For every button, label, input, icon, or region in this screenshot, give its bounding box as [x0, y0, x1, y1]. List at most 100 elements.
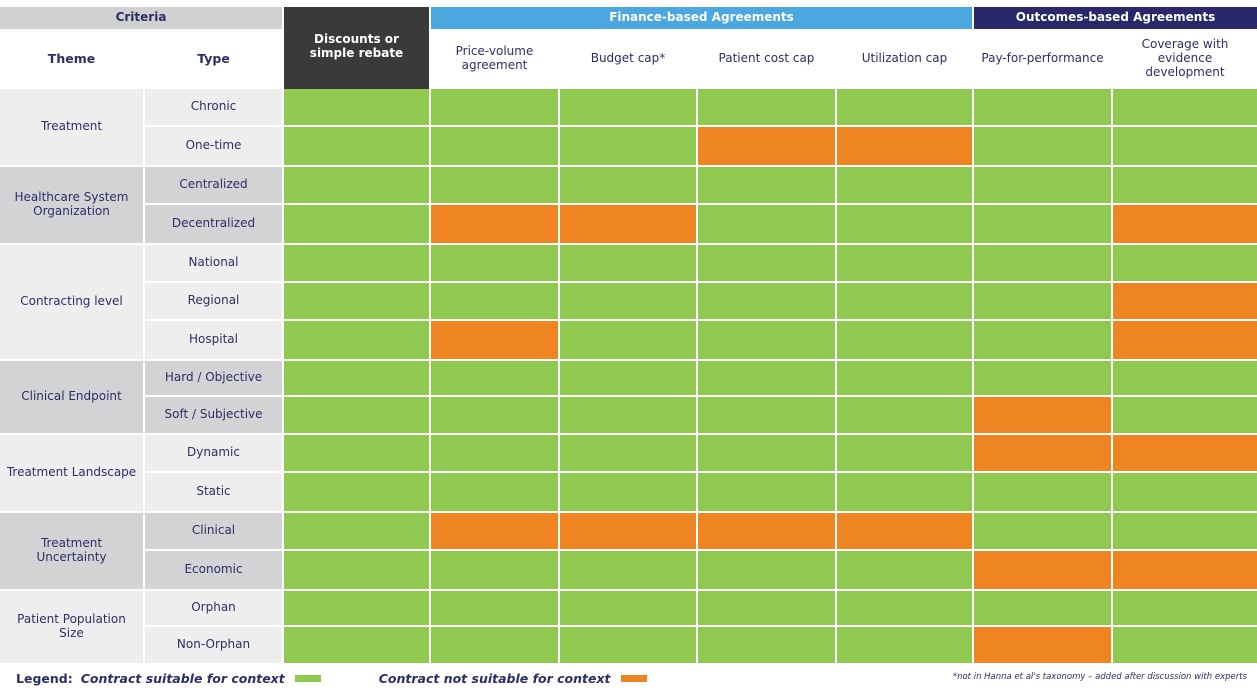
cell-suitable-r7-c2: [560, 361, 696, 395]
cell-suitable-r11-c6: [1113, 513, 1257, 549]
cell-suitable-r0-c1: [431, 89, 558, 125]
type-centralized: Centralized: [145, 167, 282, 203]
cell-not-suitable-r12-c5: [974, 551, 1111, 589]
cell-suitable-r0-c0: [284, 89, 429, 125]
type-static: Static: [145, 473, 282, 511]
cell-suitable-r2-c2: [560, 167, 696, 203]
cell-suitable-r4-c0: [284, 245, 429, 281]
legend: Legend: Contract suitable for context Co…: [16, 668, 647, 688]
cell-suitable-r0-c5: [974, 89, 1111, 125]
cell-suitable-r11-c5: [974, 513, 1111, 549]
cell-suitable-r5-c1: [431, 283, 558, 319]
type-decentralized: Decentralized: [145, 205, 282, 243]
type-hard-objective: Hard / Objective: [145, 361, 282, 395]
cell-suitable-r3-c4: [837, 205, 972, 243]
cell-suitable-r8-c3: [698, 397, 835, 433]
theme-treatment: Treatment: [0, 89, 143, 165]
cell-suitable-r14-c0: [284, 627, 429, 663]
theme-clinical-endpoint: Clinical Endpoint: [0, 361, 143, 433]
legend-suitable-swatch: [294, 674, 321, 682]
cell-suitable-r4-c3: [698, 245, 835, 281]
cell-not-suitable-r14-c5: [974, 627, 1111, 663]
cell-not-suitable-r9-c5: [974, 435, 1111, 471]
cell-suitable-r4-c6: [1113, 245, 1257, 281]
cell-suitable-r5-c2: [560, 283, 696, 319]
cell-suitable-r7-c5: [974, 361, 1111, 395]
cell-suitable-r9-c1: [431, 435, 558, 471]
cell-suitable-r9-c3: [698, 435, 835, 471]
cell-not-suitable-r11-c2: [560, 513, 696, 549]
type-clinical: Clinical: [145, 513, 282, 549]
cell-suitable-r5-c4: [837, 283, 972, 319]
cell-suitable-r9-c0: [284, 435, 429, 471]
cell-suitable-r1-c5: [974, 127, 1111, 165]
theme-treatment-uncertainty: Treatment Uncertainty: [0, 513, 143, 589]
cell-suitable-r7-c3: [698, 361, 835, 395]
column-header-utilization-cap: Utilization cap: [837, 29, 972, 89]
cell-suitable-r13-c3: [698, 591, 835, 625]
type-national: National: [145, 245, 282, 281]
cell-suitable-r8-c2: [560, 397, 696, 433]
column-header-discounts: Discounts or simple rebate: [284, 7, 429, 89]
cell-suitable-r14-c6: [1113, 627, 1257, 663]
cell-suitable-r10-c4: [837, 473, 972, 511]
column-header-budget-cap: Budget cap*: [560, 29, 696, 89]
legend-not-suitable-swatch: [620, 674, 647, 682]
cell-not-suitable-r6-c6: [1113, 321, 1257, 359]
cell-not-suitable-r9-c6: [1113, 435, 1257, 471]
cell-suitable-r14-c4: [837, 627, 972, 663]
group-header-finance: Finance-based Agreements: [431, 7, 972, 29]
theme-healthcare-system-organization: Healthcare System Organization: [0, 167, 143, 243]
cell-suitable-r12-c4: [837, 551, 972, 589]
cell-suitable-r6-c2: [560, 321, 696, 359]
cell-suitable-r5-c0: [284, 283, 429, 319]
cell-suitable-r2-c6: [1113, 167, 1257, 203]
cell-suitable-r4-c2: [560, 245, 696, 281]
cell-suitable-r13-c2: [560, 591, 696, 625]
cell-suitable-r5-c5: [974, 283, 1111, 319]
cell-not-suitable-r11-c3: [698, 513, 835, 549]
theme-patient-population-size: Patient Population Size: [0, 591, 143, 663]
cell-suitable-r12-c3: [698, 551, 835, 589]
cell-suitable-r11-c0: [284, 513, 429, 549]
cell-not-suitable-r3-c2: [560, 205, 696, 243]
cell-suitable-r13-c4: [837, 591, 972, 625]
cell-suitable-r14-c1: [431, 627, 558, 663]
cell-suitable-r8-c6: [1113, 397, 1257, 433]
theme-contracting-level: Contracting level: [0, 245, 143, 359]
cell-suitable-r14-c3: [698, 627, 835, 663]
type-regional: Regional: [145, 283, 282, 319]
cell-not-suitable-r12-c6: [1113, 551, 1257, 589]
cell-suitable-r7-c4: [837, 361, 972, 395]
cell-suitable-r0-c6: [1113, 89, 1257, 125]
cell-suitable-r13-c0: [284, 591, 429, 625]
cell-suitable-r3-c3: [698, 205, 835, 243]
cell-not-suitable-r5-c6: [1113, 283, 1257, 319]
cell-suitable-r2-c0: [284, 167, 429, 203]
column-header-patient-cost-cap: Patient cost cap: [698, 29, 835, 89]
column-header-theme: Theme: [0, 29, 143, 89]
type-hospital: Hospital: [145, 321, 282, 359]
cell-suitable-r5-c3: [698, 283, 835, 319]
type-non-orphan: Non-Orphan: [145, 627, 282, 663]
column-header-price-volume: Price-volume agreement: [431, 29, 558, 89]
cell-not-suitable-r1-c3: [698, 127, 835, 165]
legend-suitable-label: Contract suitable for context: [80, 670, 285, 686]
cell-suitable-r9-c2: [560, 435, 696, 471]
cell-not-suitable-r8-c5: [974, 397, 1111, 433]
theme-treatment-landscape: Treatment Landscape: [0, 435, 143, 511]
cell-not-suitable-r11-c1: [431, 513, 558, 549]
cell-suitable-r0-c4: [837, 89, 972, 125]
cell-suitable-r3-c5: [974, 205, 1111, 243]
cell-suitable-r7-c6: [1113, 361, 1257, 395]
cell-suitable-r7-c1: [431, 361, 558, 395]
group-header-criteria: Criteria: [0, 7, 282, 29]
cell-suitable-r13-c5: [974, 591, 1111, 625]
cell-suitable-r13-c1: [431, 591, 558, 625]
cell-suitable-r10-c0: [284, 473, 429, 511]
cell-suitable-r6-c5: [974, 321, 1111, 359]
footnote: *not in Hanna et al's taxonomy – added a…: [952, 672, 1247, 682]
type-soft-subjective: Soft / Subjective: [145, 397, 282, 433]
cell-suitable-r4-c4: [837, 245, 972, 281]
